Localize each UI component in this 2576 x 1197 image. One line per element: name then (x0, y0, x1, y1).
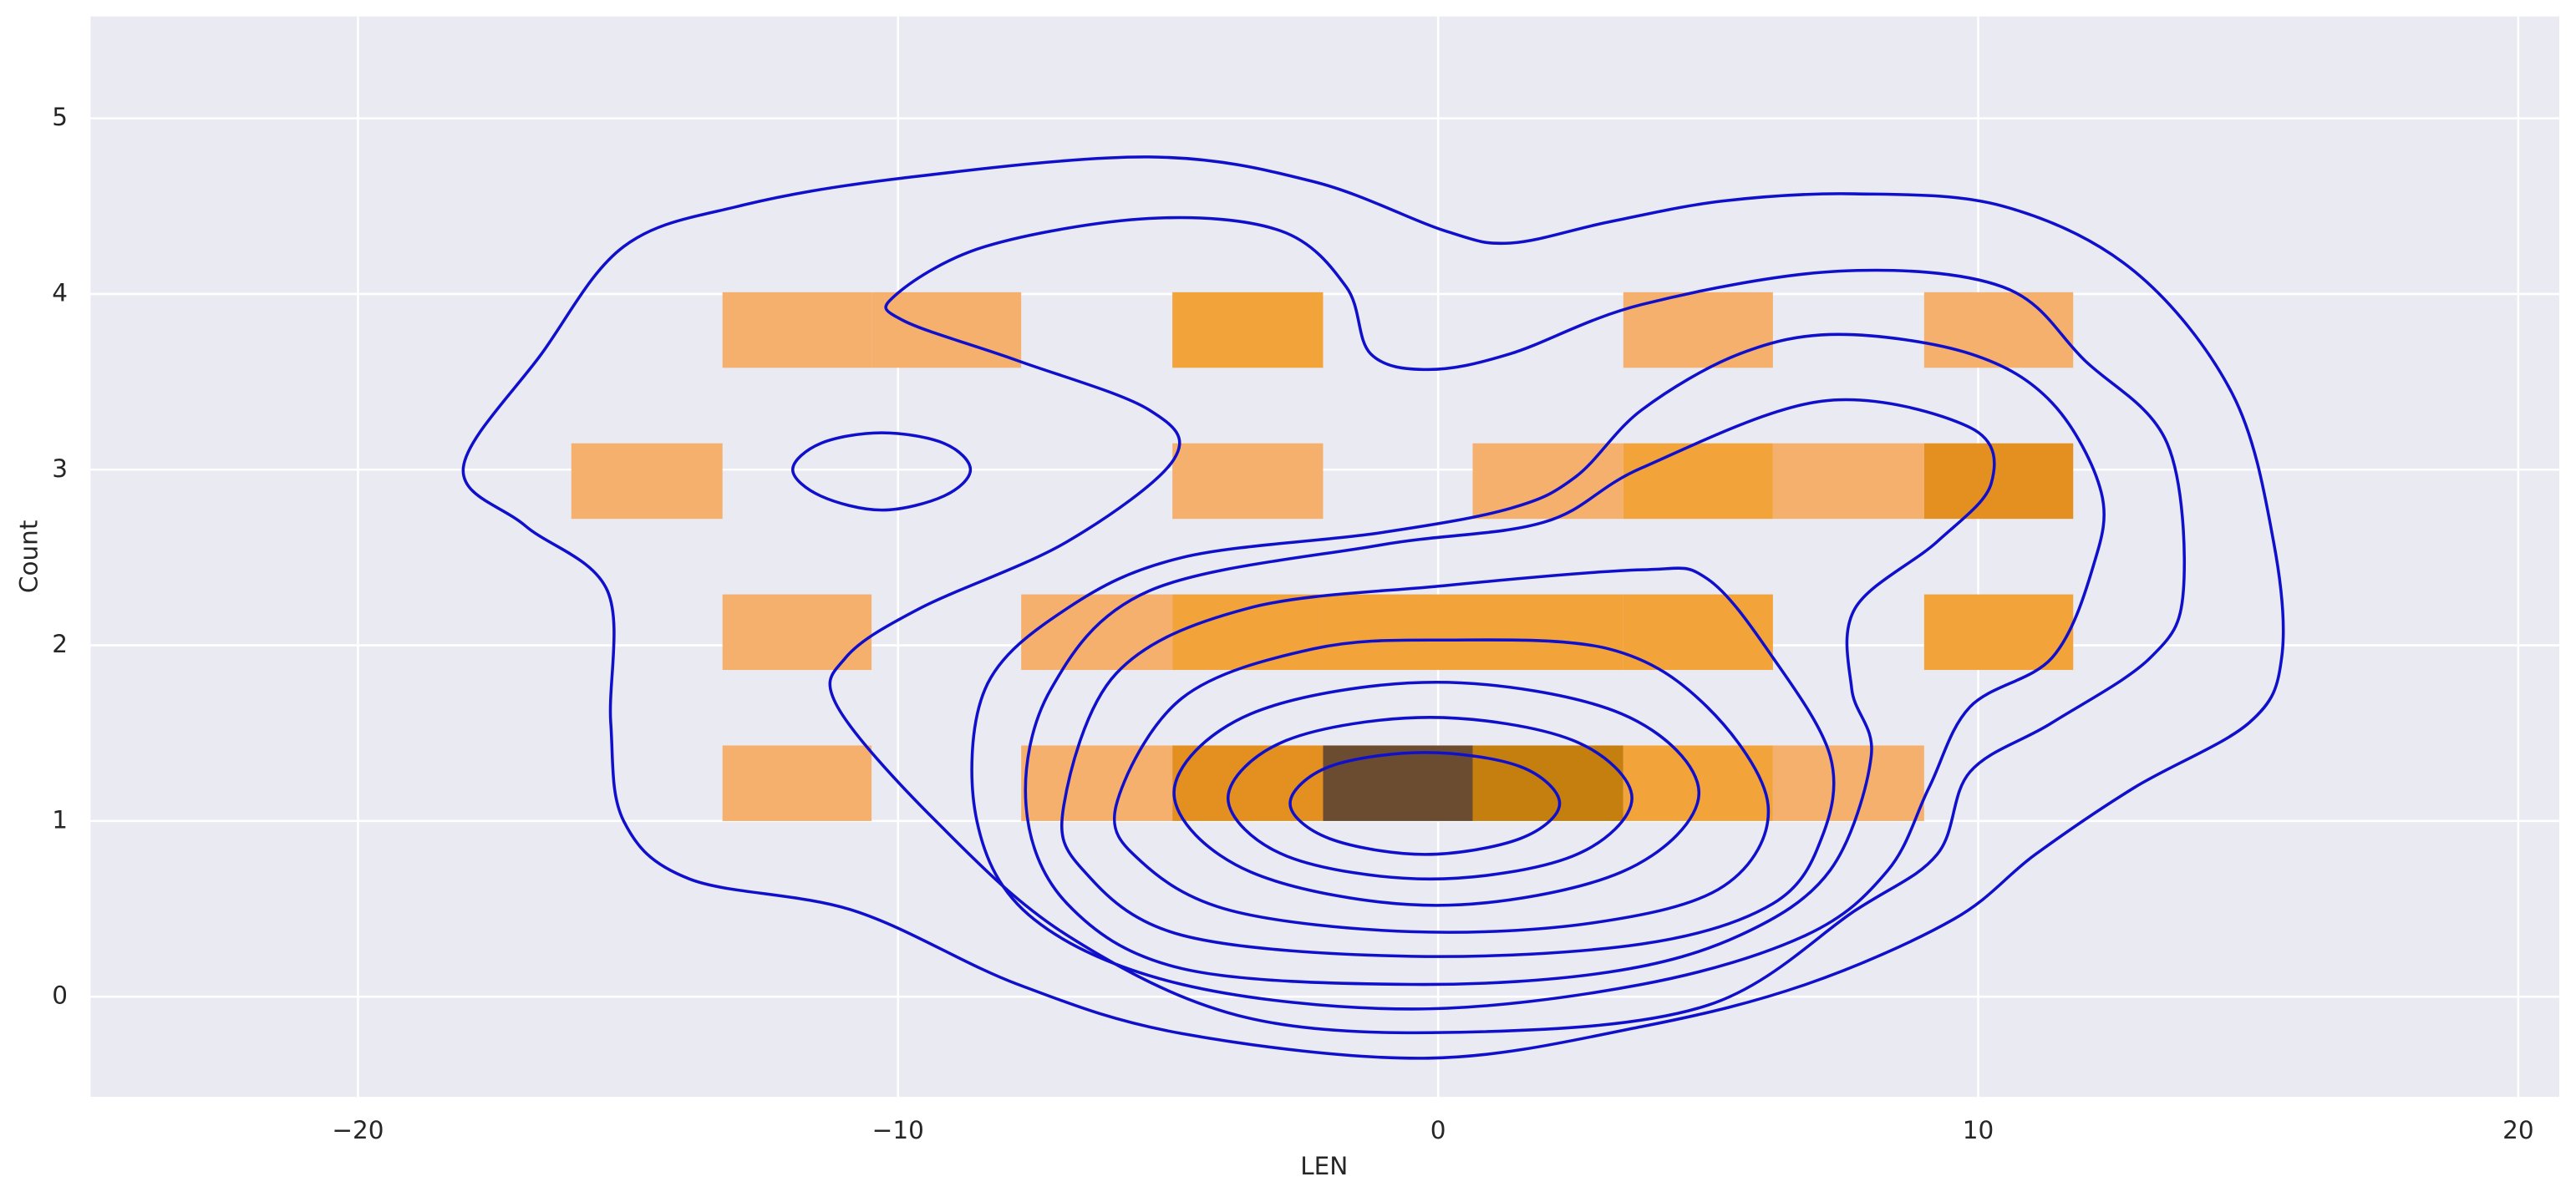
hist-cell (1472, 443, 1623, 520)
x-tick-label: 10 (1963, 1116, 1994, 1144)
hist-cell (871, 292, 1022, 368)
hist-cell (1021, 745, 1173, 821)
x-axis-label: LEN (1300, 1152, 1348, 1180)
kde-contour (1226, 716, 1633, 881)
x-tick-label: −10 (872, 1116, 924, 1144)
plot-background (90, 16, 2559, 1098)
kde-contour (1172, 680, 1701, 907)
x-tick-label: 0 (1430, 1116, 1446, 1144)
hist-cell (1172, 292, 1324, 368)
y-axis-label: Count (14, 520, 43, 594)
hist-cell (1172, 443, 1324, 520)
y-tick-label: 3 (52, 454, 68, 483)
y-tick-label: 0 (52, 981, 68, 1010)
hist-cell (722, 745, 872, 821)
y-tick-label: 4 (52, 278, 68, 307)
hist-cell (722, 292, 872, 368)
x-tick-label: 20 (2502, 1116, 2534, 1144)
y-tick-label: 5 (52, 103, 68, 131)
hist-cell (1772, 745, 1924, 821)
kde-contour (970, 332, 2106, 1011)
hist-cell (1923, 292, 2074, 368)
hist-cell (1623, 292, 1773, 368)
hist-cell (571, 443, 723, 520)
hist-cell (722, 594, 872, 671)
y-tick-label: 1 (52, 805, 68, 834)
hist-cell (1623, 594, 1773, 671)
kde-contour (1060, 566, 1836, 958)
kde-contour (1112, 638, 1771, 934)
hist-cell (1772, 443, 1924, 520)
x-tick-label: −20 (332, 1116, 384, 1144)
y-tick-label: 2 (52, 630, 68, 658)
hist-cell (1172, 594, 1324, 671)
kde-contour (1024, 398, 1996, 987)
hist-cell (1172, 745, 1324, 821)
kde-contour (828, 216, 2187, 1035)
hist-cell (1623, 443, 1773, 520)
hist-cell (1472, 594, 1623, 671)
hist-cell (1323, 594, 1473, 671)
hist-cell (1923, 443, 2074, 520)
kde-contour (461, 155, 2285, 1060)
kde-contour (1288, 751, 1562, 856)
hist-cell (1021, 594, 1173, 671)
kde-contour (790, 431, 973, 512)
hist-cell (1323, 745, 1473, 821)
hist-cell (1923, 594, 2074, 671)
